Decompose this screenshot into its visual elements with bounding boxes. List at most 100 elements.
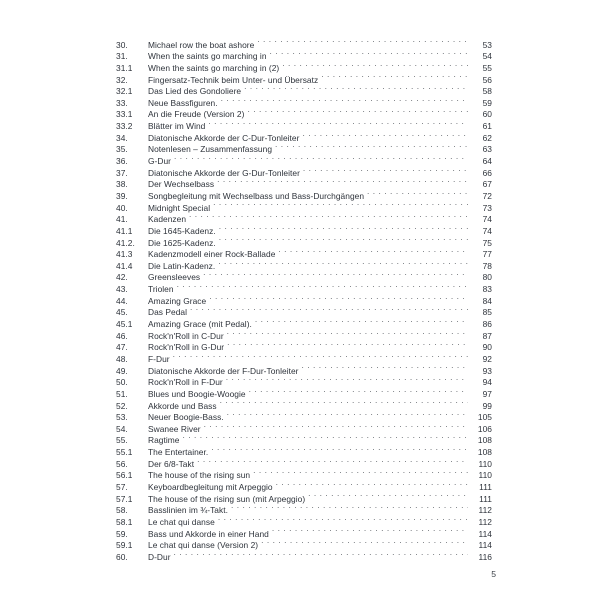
- toc-entry[interactable]: 54. Swanee River 106: [116, 420, 492, 434]
- toc-entry-page-number: 106: [477, 423, 492, 434]
- toc-entry[interactable]: 41.2. Die 1625-Kadenz. 75: [116, 234, 492, 248]
- toc-entry-number: 41.4: [116, 260, 133, 271]
- toc-entry[interactable]: 35. Notenlesen – Zusammenfassung 63: [116, 141, 492, 155]
- toc-dot-leader: [276, 478, 468, 490]
- toc-entry[interactable]: 33.2 Blätter im Wind 61: [116, 117, 492, 131]
- toc-dot-leader: [249, 385, 468, 397]
- toc-entry[interactable]: 50. Rock'n'Roll in F-Dur 94: [116, 374, 492, 388]
- toc-entry[interactable]: 32.1 Das Lied des Gondoliere 58: [116, 83, 492, 97]
- toc-entry-number: 40.: [116, 202, 128, 213]
- toc-entry-number: 56.: [116, 458, 128, 469]
- toc-dot-leader: [278, 246, 468, 258]
- table-of-contents-list: 30. Michael row the boat ashore 53 31. When …: [116, 36, 492, 562]
- toc-entry[interactable]: 60. D-Dur 116: [116, 548, 492, 562]
- toc-entry-number: 46.: [116, 330, 128, 341]
- toc-dot-leader: [253, 467, 468, 479]
- toc-dot-leader: [255, 315, 468, 327]
- toc-entry[interactable]: 41.1 Die 1645-Kadenz. 74: [116, 222, 492, 236]
- toc-entry[interactable]: 59.1 Le chat qui danse (Version 2) 114: [116, 537, 492, 551]
- toc-entry[interactable]: 44. Amazing Grace 84: [116, 292, 492, 306]
- toc-entry-number: 47.: [116, 342, 128, 353]
- toc-entry[interactable]: 40. Midnight Special 73: [116, 199, 492, 213]
- toc-entry-page-number: 60: [482, 109, 492, 120]
- toc-entry[interactable]: 31.1 When the saints go marching in (2) 55: [116, 59, 492, 73]
- toc-entry[interactable]: 45.1 Amazing Grace (mit Pedal). 86: [116, 315, 492, 329]
- toc-entry[interactable]: 52. Akkorde und Bass 99: [116, 397, 492, 411]
- toc-entry[interactable]: 46. Rock'n'Roll in C-Dur 87: [116, 327, 492, 341]
- toc-dot-leader: [308, 490, 468, 502]
- toc-entry[interactable]: 39. Songbegleitung mit Wechselbass und Ba…: [116, 187, 492, 201]
- toc-entry-number: 34.: [116, 132, 128, 143]
- toc-entry[interactable]: 45. Das Pedal 85: [116, 304, 492, 318]
- toc-entry-number: 57.: [116, 481, 128, 492]
- toc-entry[interactable]: 30. Michael row the boat ashore 53: [116, 36, 492, 50]
- toc-entry[interactable]: 59. Bass und Akkorde in einer Hand 114: [116, 525, 492, 539]
- toc-dot-leader: [217, 176, 468, 188]
- toc-entry-number: 41.3: [116, 249, 133, 260]
- toc-entry[interactable]: 33.1 An die Freude (Version 2) 60: [116, 106, 492, 120]
- toc-entry-title: Greensleeves: [148, 272, 201, 283]
- toc-entry-page-number: 83: [482, 284, 492, 295]
- toc-entry-page-number: 56: [482, 74, 492, 85]
- toc-entry-title: Blätter im Wind: [148, 121, 206, 132]
- toc-entry-page-number: 64: [482, 156, 492, 167]
- toc-entry[interactable]: 49. Diatonische Akkorde der F-Dur-Tonleit…: [116, 362, 492, 376]
- toc-entry-number: 58.1: [116, 516, 133, 527]
- toc-entry-title: The house of the rising sun: [148, 470, 251, 481]
- toc-dot-leader: [227, 339, 468, 351]
- toc-entry-number: 48.: [116, 353, 128, 364]
- toc-entry-page-number: 59: [482, 97, 492, 108]
- toc-entry-page-number: 92: [482, 353, 492, 364]
- toc-entry[interactable]: 38. Der Wechselbass 67: [116, 176, 492, 190]
- toc-entry[interactable]: 33. Neue Bassfiguren. 59: [116, 94, 492, 108]
- toc-entry-number: 55.: [116, 435, 128, 446]
- toc-dot-leader: [221, 94, 468, 106]
- toc-entry-title: Diatonische Akkorde der F-Dur-Tonleiter: [148, 365, 299, 376]
- toc-entry[interactable]: 34. Diatonische Akkorde der C-Dur-Tonleit…: [116, 129, 492, 143]
- toc-entry-page-number: 54: [482, 51, 492, 62]
- toc-entry[interactable]: 55.1 The Entertainer. 108: [116, 443, 492, 457]
- toc-entry-title: Diatonische Akkorde der G-Dur-Tonleiter: [148, 167, 300, 178]
- toc-dot-leader: [204, 420, 468, 432]
- toc-entry-title: Die 1645-Kadenz.: [148, 225, 216, 236]
- toc-entry[interactable]: 41.3 Kadenzmodell einer Rock-Ballade 77: [116, 246, 492, 260]
- toc-entry-title: D-Dur: [148, 551, 171, 562]
- toc-entry[interactable]: 42. Greensleeves 80: [116, 269, 492, 283]
- toc-entry-page-number: 85: [482, 307, 492, 318]
- toc-entry[interactable]: 58. Basslinien im ¾-Takt. 112: [116, 502, 492, 516]
- toc-entry-title: An die Freude (Version 2): [148, 109, 245, 120]
- toc-entry-title: Bass und Akkorde in einer Hand: [148, 528, 269, 539]
- toc-entry[interactable]: 57. Keyboardbegleitung mit Arpeggio 111: [116, 478, 492, 492]
- toc-dot-leader: [231, 502, 468, 514]
- toc-entry[interactable]: 41.4 Die Latin-Kadenz. 78: [116, 257, 492, 271]
- toc-entry-page-number: 87: [482, 330, 492, 341]
- toc-entry[interactable]: 58.1 Le chat qui danse 112: [116, 513, 492, 527]
- toc-entry[interactable]: 53. Neuer Boogie-Bass. 105: [116, 409, 492, 423]
- toc-entry-page-number: 66: [482, 167, 492, 178]
- toc-entry[interactable]: 51. Blues und Boogie-Woogie 97: [116, 385, 492, 399]
- toc-entry[interactable]: 48. F-Dur 92: [116, 350, 492, 364]
- toc-entry-number: 54.: [116, 423, 128, 434]
- toc-entry-page-number: 112: [478, 505, 492, 516]
- toc-entry[interactable]: 56. Der 6/8-Takt 110: [116, 455, 492, 469]
- toc-dot-leader: [247, 106, 468, 118]
- toc-entry-title: G-Dur: [148, 156, 171, 167]
- toc-entry[interactable]: 41. Kadenzen 74: [116, 211, 492, 225]
- toc-entry-title: The Entertainer.: [148, 447, 209, 458]
- toc-entry-number: 44.: [116, 295, 128, 306]
- toc-entry-title: Basslinien im ¾-Takt.: [148, 505, 228, 516]
- toc-dot-leader: [209, 292, 468, 304]
- toc-entry[interactable]: 31. When the saints go marching in 54: [116, 48, 492, 62]
- toc-entry[interactable]: 32. Fingersatz-Technik beim Unter- und Üb…: [116, 71, 492, 85]
- toc-entry[interactable]: 57.1 The house of the rising sun (mit Arp…: [116, 490, 492, 504]
- toc-entry[interactable]: 47. Rock'n'Roll in G-Dur 90: [116, 339, 492, 353]
- toc-entry[interactable]: 43. Triolen 83: [116, 280, 492, 294]
- toc-dot-leader: [257, 36, 468, 48]
- toc-entry[interactable]: 37. Diatonische Akkorde der G-Dur-Tonleit…: [116, 164, 492, 178]
- toc-dot-leader: [226, 374, 468, 386]
- toc-entry[interactable]: 56.1 The house of the rising sun 110: [116, 467, 492, 481]
- toc-entry[interactable]: 55. Ragtime 108: [116, 432, 492, 446]
- toc-entry-page-number: 72: [482, 190, 492, 201]
- toc-entry-number: 36.: [116, 156, 128, 167]
- toc-entry[interactable]: 36. G-Dur 64: [116, 152, 492, 166]
